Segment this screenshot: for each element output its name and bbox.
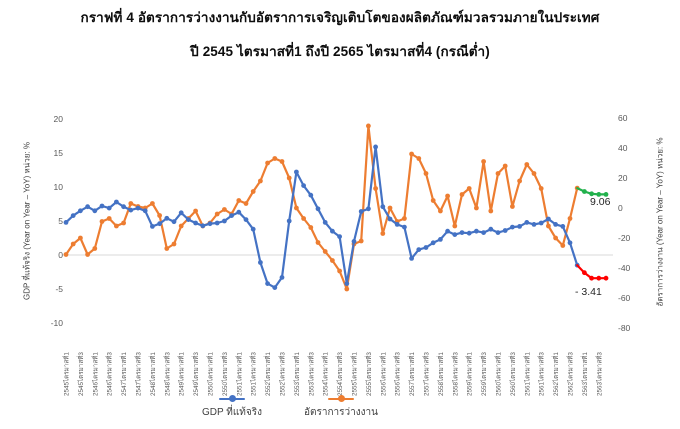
svg-text:2546ไตรมาสที่3: 2546ไตรมาสที่3 [105, 352, 114, 396]
svg-text:2549ไตรมาสที่1: 2549ไตรมาสที่1 [177, 352, 186, 396]
svg-text:-20: -20 [618, 233, 631, 243]
svg-text:2556ไตรมาสที่3: 2556ไตรมาสที่3 [393, 352, 402, 396]
svg-text:2562ไตรมาสที่1: 2562ไตรมาสที่1 [551, 352, 560, 396]
svg-text:2551ไตรมาสที่3: 2551ไตรมาสที่3 [249, 352, 258, 396]
svg-text:-10: -10 [51, 318, 64, 328]
svg-text:2555ไตรมาสที่3: 2555ไตรมาสที่3 [364, 352, 373, 396]
svg-text:5: 5 [58, 216, 63, 226]
svg-text:2558ไตรมาสที่3: 2558ไตรมาสที่3 [450, 352, 459, 396]
svg-text:-5: -5 [55, 284, 63, 294]
svg-text:10: 10 [54, 182, 64, 192]
svg-text:2562ไตรมาสที่3: 2562ไตรมาสที่3 [566, 352, 575, 396]
svg-text:-40: -40 [618, 263, 631, 273]
svg-text:2553ไตรมาสที่3: 2553ไตรมาสที่3 [306, 352, 315, 396]
svg-text:2550ไตรมาสที่3: 2550ไตรมาสที่3 [220, 352, 229, 396]
svg-text:60: 60 [618, 113, 628, 123]
svg-text:2561ไตรมาสที่1: 2561ไตรมาสที่1 [522, 352, 531, 396]
svg-text:2552ไตรมาสที่3: 2552ไตรมาสที่3 [278, 352, 287, 396]
svg-text:20: 20 [618, 173, 628, 183]
svg-text:2555ไตรมาสที่1: 2555ไตรมาสที่1 [350, 352, 359, 396]
gdp-forecast-data-label: - 3.41 [575, 286, 602, 298]
svg-text:2558ไตรมาสที่1: 2558ไตรมาสที่1 [436, 352, 445, 396]
svg-text:40: 40 [618, 143, 628, 153]
svg-text:2559ไตรมาสที่3: 2559ไตรมาสที่3 [479, 352, 488, 396]
left-axis-title: GDP ที่แท้จริง (Year on Year – YoY) หน่ว… [22, 142, 32, 300]
svg-text:2556ไตรมาสที่1: 2556ไตรมาสที่1 [378, 352, 387, 396]
chart-title-line2: ปี 2545 ไตรมาสที่1 ถึงปี 2565 ไตรมาสที่4… [190, 44, 490, 59]
svg-text:2547ไตรมาสที่3: 2547ไตรมาสที่3 [134, 352, 143, 396]
svg-text:0: 0 [58, 250, 63, 260]
legend: GDP ที่แท้จริง อัตราการว่างงาน [0, 395, 630, 420]
svg-text:2549ไตรมาสที่3: 2549ไตรมาสที่3 [191, 352, 200, 396]
svg-text:2548ไตรมาสที่1: 2548ไตรมาสที่1 [148, 352, 157, 396]
svg-text:2548ไตรมาสที่3: 2548ไตรมาสที่3 [162, 352, 171, 396]
unemployment-series-marker-icon [328, 395, 354, 402]
svg-text:2563ไตรมาสที่1: 2563ไตรมาสที่1 [580, 352, 589, 396]
svg-text:2560ไตรมาสที่1: 2560ไตรมาสที่1 [494, 352, 503, 396]
svg-text:-60: -60 [618, 293, 631, 303]
right-axis-title: อัตราการว่างงาน (Year on Year – YoY) หน่… [655, 137, 665, 307]
legend-item-gdp: GDP ที่แท้จริง [202, 395, 262, 420]
svg-text:20: 20 [54, 114, 64, 124]
chart-title-line1: กราฟที่ 4 อัตราการว่างงานกับอัตราการเจริ… [80, 10, 600, 25]
svg-text:2554ไตรมาสที่1: 2554ไตรมาสที่1 [321, 352, 330, 396]
unemployment-forecast-data-label: 9.06 [590, 196, 611, 208]
gdp-series-marker-icon [219, 395, 245, 402]
svg-text:2550ไตรมาสที่1: 2550ไตรมาสที่1 [206, 352, 215, 396]
svg-text:2557ไตรมาสที่1: 2557ไตรมาสที่1 [407, 352, 416, 396]
svg-text:2552ไตรมาสที่1: 2552ไตรมาสที่1 [263, 352, 272, 396]
svg-text:2545ไตรมาสที่1: 2545ไตรมาสที่1 [62, 352, 71, 396]
svg-text:2557ไตรมาสที่3: 2557ไตรมาสที่3 [422, 352, 431, 396]
svg-text:2545ไตรมาสที่3: 2545ไตรมาสที่3 [76, 352, 85, 396]
svg-text:2551ไตรมาสที่1: 2551ไตรมาสที่1 [234, 352, 243, 396]
svg-text:2563ไตรมาสที่3: 2563ไตรมาสที่3 [594, 352, 603, 396]
svg-text:15: 15 [54, 148, 64, 158]
svg-text:-80: -80 [618, 323, 631, 333]
svg-text:2546ไตรมาสที่1: 2546ไตรมาสที่1 [90, 352, 99, 396]
svg-text:0: 0 [618, 203, 623, 213]
svg-text:2547ไตรมาสที่1: 2547ไตรมาสที่1 [119, 352, 128, 396]
svg-text:2554ไตรมาสที่3: 2554ไตรมาสที่3 [335, 352, 344, 396]
svg-text:2559ไตรมาสที่1: 2559ไตรมาสที่1 [465, 352, 474, 396]
svg-text:2553ไตรมาสที่1: 2553ไตรมาสที่1 [292, 352, 301, 396]
svg-text:2560ไตรมาสที่3: 2560ไตรมาสที่3 [508, 352, 517, 396]
svg-text:2561ไตรมาสที่3: 2561ไตรมาสที่3 [537, 352, 546, 396]
legend-label-gdp: GDP ที่แท้จริง [202, 407, 263, 418]
legend-item-unemployment: อัตราการว่างงาน [304, 395, 378, 420]
legend-label-unemployment: อัตราการว่างงาน [304, 407, 378, 418]
